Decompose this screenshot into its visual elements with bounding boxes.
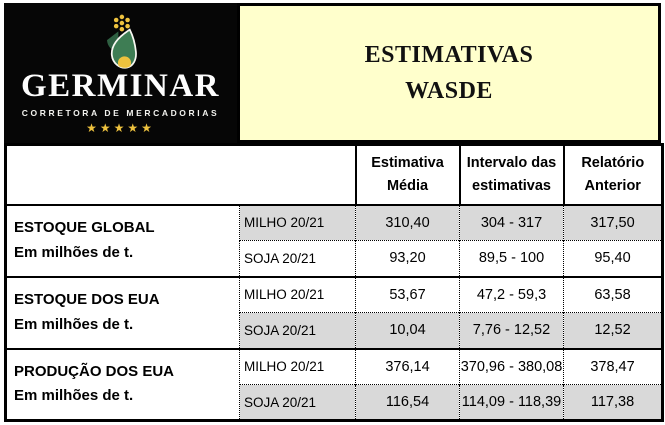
value-media: 376,14 <box>355 347 460 385</box>
value-media: 310,40 <box>355 203 460 241</box>
header-line: Estimativa <box>371 155 444 172</box>
wasde-estimates-table: Estimativa Média Intervalo das estimativ… <box>4 143 664 422</box>
table-row: PRODUÇÃO DOS EUA Em milhões de t. MILHO … <box>5 347 663 421</box>
value-anterior: 63,58 <box>563 275 663 313</box>
brand-tagline: CORRETORA DE MERCADORIAS <box>21 108 220 119</box>
table-row: SOJA 20/21 10,04 7,76 - 12,52 12,52 <box>6 312 663 349</box>
header-line: Anterior <box>584 177 641 194</box>
header-row: Estimativa Média Intervalo das estimativ… <box>5 144 663 206</box>
commodity-cell: MILHO 20/21 <box>239 203 356 241</box>
commodity-cell: MILHO 20/21 <box>239 347 356 385</box>
germinar-logo: GERMINAR CORRETORA DE MERCADORIAS ★★★★★ <box>4 3 237 143</box>
value-anterior: 95,40 <box>563 240 663 277</box>
value-anterior: 117,38 <box>563 384 663 421</box>
group-label: PRODUÇÃO DOS EUA <box>14 362 175 380</box>
value-intervalo: 89,5 - 100 <box>459 240 564 277</box>
banner-title-line1: ESTIMATIVAS <box>364 42 534 68</box>
title-banner: ESTIMATIVAS WASDE <box>237 3 661 143</box>
header-relatorio-anterior: Relatório Anterior <box>562 144 663 206</box>
value-media: 53,67 <box>355 275 460 313</box>
header-line: Relatório <box>581 155 645 172</box>
sprouting-seed-icon <box>106 14 137 69</box>
group-label: ESTOQUE DOS EUA <box>14 290 160 308</box>
group-sublabel: Em milhões de t. <box>14 243 134 261</box>
value-anterior: 378,47 <box>563 347 663 385</box>
table-row: SOJA 20/21 116,54 114,09 - 118,39 117,38 <box>6 384 663 421</box>
header-empty-cell <box>5 144 356 206</box>
banner-title-line2: WASDE <box>405 78 493 104</box>
header-line: Intervalo das <box>466 155 557 172</box>
group-label: ESTOQUE GLOBAL <box>14 218 155 236</box>
table-row: ESTOQUE GLOBAL Em milhões de t. MILHO 20… <box>5 203 663 277</box>
group-label-estoque-global: ESTOQUE GLOBAL Em milhões de t. <box>5 203 240 277</box>
value-anterior: 12,52 <box>563 312 663 349</box>
top-band: GERMINAR CORRETORA DE MERCADORIAS ★★★★★ … <box>4 3 661 143</box>
value-intervalo: 304 - 317 <box>459 203 564 241</box>
value-media: 93,20 <box>355 240 460 277</box>
commodity-cell: MILHO 20/21 <box>239 275 356 313</box>
value-intervalo: 114,09 - 118,39 <box>459 384 564 421</box>
content: GERMINAR CORRETORA DE MERCADORIAS ★★★★★ … <box>4 3 664 422</box>
brand-name: GERMINAR <box>21 67 220 104</box>
header-estimativa-media: Estimativa Média <box>354 144 460 206</box>
value-intervalo: 47,2 - 59,3 <box>459 275 564 313</box>
header-line: estimativas <box>472 177 551 194</box>
value-anterior: 317,50 <box>563 203 663 241</box>
commodity-cell: SOJA 20/21 <box>239 312 356 349</box>
group-label-producao-eua: PRODUÇÃO DOS EUA Em milhões de t. <box>5 347 240 421</box>
header-intervalo: Intervalo das estimativas <box>458 144 564 206</box>
table-row: SOJA 20/21 93,20 89,5 - 100 95,40 <box>6 240 663 277</box>
group-label-estoque-eua: ESTOQUE DOS EUA Em milhões de t. <box>5 275 240 349</box>
value-media: 10,04 <box>355 312 460 349</box>
group-sublabel: Em milhões de t. <box>14 315 134 333</box>
commodity-cell: SOJA 20/21 <box>239 384 356 421</box>
group-sublabel: Em milhões de t. <box>14 387 134 405</box>
value-media: 116,54 <box>355 384 460 421</box>
header-line: Média <box>386 177 429 194</box>
table-row: ESTOQUE DOS EUA Em milhões de t. MILHO 2… <box>5 275 663 349</box>
value-intervalo: 370,96 - 380,08 <box>459 347 564 385</box>
commodity-cell: SOJA 20/21 <box>239 240 356 277</box>
value-intervalo: 7,76 - 12,52 <box>459 312 564 349</box>
brand-stars-icon: ★★★★★ <box>86 121 155 136</box>
